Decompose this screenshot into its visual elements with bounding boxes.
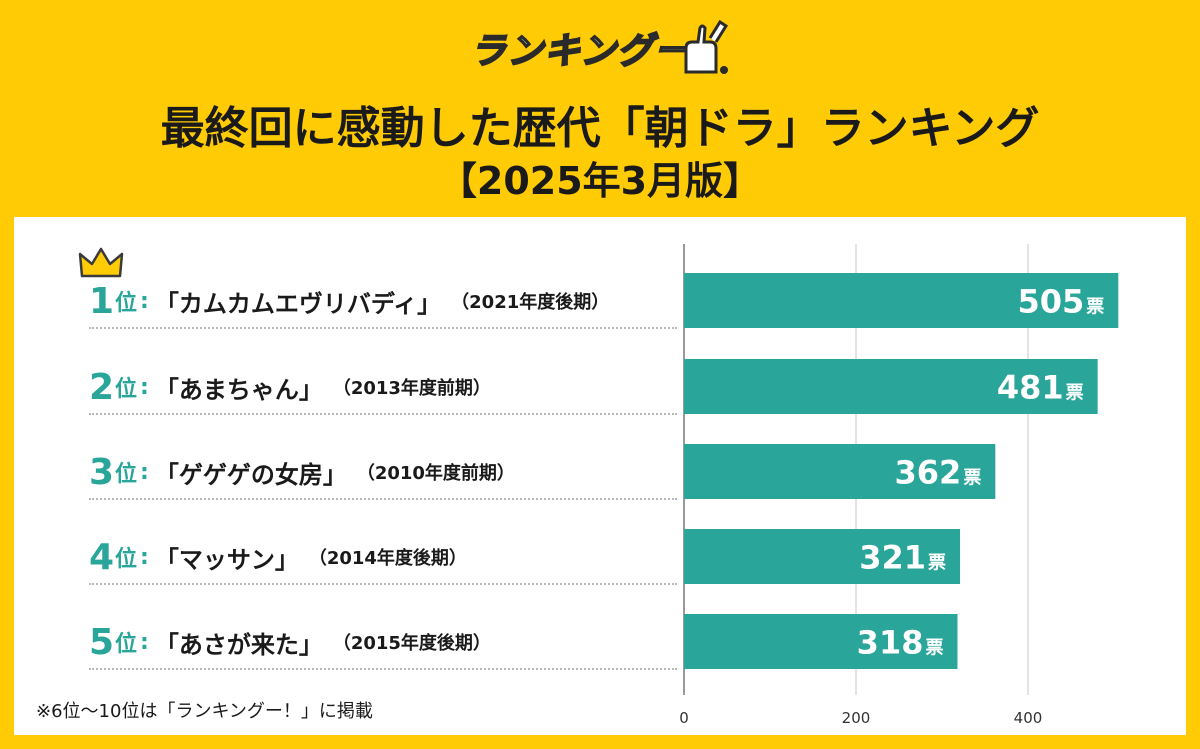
footnote: ※6位～10位は「ランキングー！」に掲載 bbox=[36, 701, 373, 722]
rank-number: 2 bbox=[89, 366, 115, 408]
bar-value-label: 505 票 bbox=[1018, 283, 1105, 321]
bar bbox=[684, 529, 961, 584]
rank-suffix: 位 bbox=[115, 462, 138, 487]
rank-colon: : bbox=[140, 459, 149, 485]
bar-unit: 票 bbox=[925, 638, 943, 659]
ranking-row: 3 位: 「ゲゲゲの女房」 （2010年度前期） bbox=[89, 446, 677, 500]
ranking-row: 2 位: 「あまちゃん」 （2013年度前期） bbox=[89, 361, 677, 415]
page-subtitle: 【2025年3月版】 bbox=[438, 159, 762, 203]
rank-number: 1 bbox=[89, 280, 115, 322]
rank-colon: : bbox=[140, 374, 149, 400]
bar-value-label: 318 票 bbox=[857, 624, 944, 662]
bar-unit: 票 bbox=[928, 553, 946, 574]
rank-suffix: 位 bbox=[115, 291, 138, 316]
rank-number: 5 bbox=[89, 621, 115, 663]
rank-colon: : bbox=[140, 288, 149, 314]
bar-value-label: 321 票 bbox=[859, 539, 946, 577]
rank-number: 3 bbox=[89, 451, 115, 493]
bar bbox=[684, 359, 1098, 414]
bar-value-label: 362 票 bbox=[895, 454, 982, 492]
broadcast-period: （2014年度後期） bbox=[308, 548, 467, 569]
x-tick-label: 0 bbox=[679, 709, 689, 727]
bar bbox=[684, 444, 996, 499]
broadcast-period: （2015年度後期） bbox=[332, 633, 491, 654]
bar bbox=[684, 614, 958, 669]
ranking-panel: 1 位: 「カムカムエヴリバディ」 （2021年度後期） 2 位: 「あまちゃん」 （2013… bbox=[14, 217, 1186, 735]
rank-number: 4 bbox=[89, 536, 115, 578]
broadcast-period: （2010年度前期） bbox=[356, 463, 515, 484]
logo-text: ランキングー bbox=[469, 30, 691, 73]
rank-suffix: 位 bbox=[115, 377, 138, 402]
bar-value: 321 bbox=[859, 539, 926, 577]
ranking-row: 4 位: 「マッサン」 （2014年度後期） bbox=[89, 531, 677, 585]
page-title: 最終回に感動した歴代「朝ドラ」ランキング bbox=[160, 103, 1040, 154]
rank-suffix: 位 bbox=[115, 632, 138, 657]
x-tick-label: 400 bbox=[1014, 709, 1043, 727]
rank-colon: : bbox=[140, 544, 149, 570]
ranking-row: 5 位: 「あさが来た」 （2015年度後期） bbox=[89, 616, 677, 670]
bar-unit: 票 bbox=[1066, 383, 1084, 404]
bar bbox=[684, 273, 1119, 328]
broadcast-period: （2013年度前期） bbox=[332, 378, 491, 399]
bar-value: 318 bbox=[857, 624, 924, 662]
mascot-icon bbox=[684, 19, 729, 74]
drama-title: 「カムカムエヴリバディ」 bbox=[154, 289, 442, 318]
bar-value: 505 bbox=[1018, 283, 1085, 321]
site-logo: ランキングー bbox=[469, 18, 732, 80]
x-tick-label: 200 bbox=[842, 709, 871, 727]
bar-value-label: 481 票 bbox=[997, 369, 1084, 407]
broadcast-period: （2021年度後期） bbox=[451, 292, 610, 313]
bar-unit: 票 bbox=[1086, 297, 1104, 318]
crown-icon bbox=[78, 247, 124, 278]
bar-unit: 票 bbox=[963, 468, 981, 489]
rank-suffix: 位 bbox=[115, 547, 138, 572]
drama-title: 「ゲゲゲの女房」 bbox=[154, 460, 347, 489]
drama-title: 「あさが来た」 bbox=[154, 630, 323, 659]
ranking-row: 1 位: 「カムカムエヴリバディ」 （2021年度後期） bbox=[89, 275, 677, 329]
bar-value: 362 bbox=[895, 454, 962, 492]
bar-value: 481 bbox=[997, 369, 1064, 407]
rank-colon: : bbox=[140, 629, 149, 655]
drama-title: 「マッサン」 bbox=[154, 545, 299, 574]
drama-title: 「あまちゃん」 bbox=[154, 375, 323, 404]
